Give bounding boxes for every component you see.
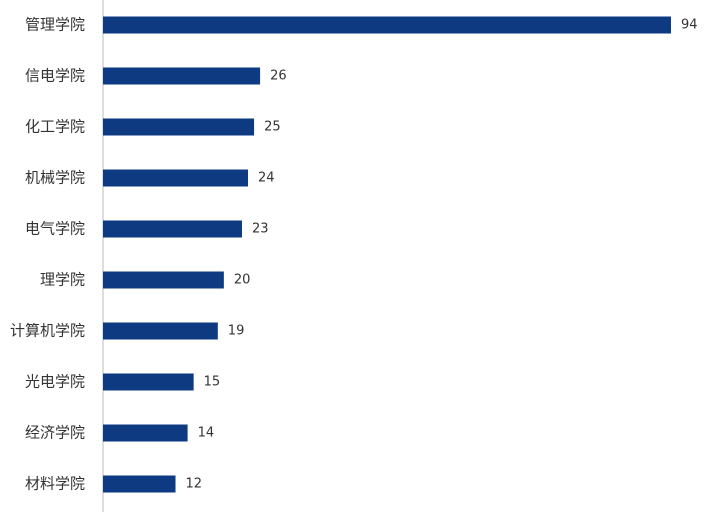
value-label: 26 xyxy=(270,69,287,84)
category-label: 管理学院 xyxy=(25,16,85,34)
bar xyxy=(103,118,255,136)
category-label: 经济学院 xyxy=(25,424,85,442)
value-label: 20 xyxy=(234,273,251,288)
category-label: 电气学院 xyxy=(25,220,85,238)
bar xyxy=(103,169,249,187)
category-label: 信电学院 xyxy=(25,67,85,85)
value-label: 23 xyxy=(252,222,269,237)
category-label: 化工学院 xyxy=(25,118,85,136)
value-label: 94 xyxy=(681,18,698,33)
category-label: 计算机学院 xyxy=(10,322,85,340)
category-label: 材料学院 xyxy=(25,475,85,493)
value-label: 25 xyxy=(264,120,281,135)
category-label: 机械学院 xyxy=(25,169,85,187)
bar xyxy=(103,475,176,493)
value-label: 19 xyxy=(228,324,245,339)
value-label: 12 xyxy=(186,477,203,492)
bar xyxy=(103,220,242,238)
bar xyxy=(103,67,261,85)
category-label: 光电学院 xyxy=(25,373,85,391)
bar xyxy=(103,322,218,340)
bar xyxy=(103,373,194,391)
value-label: 14 xyxy=(198,426,215,441)
bar xyxy=(103,424,188,442)
category-label: 理学院 xyxy=(40,271,85,289)
value-label: 15 xyxy=(204,375,221,390)
bar xyxy=(103,271,224,289)
value-label: 24 xyxy=(258,171,275,186)
bar xyxy=(103,16,671,34)
